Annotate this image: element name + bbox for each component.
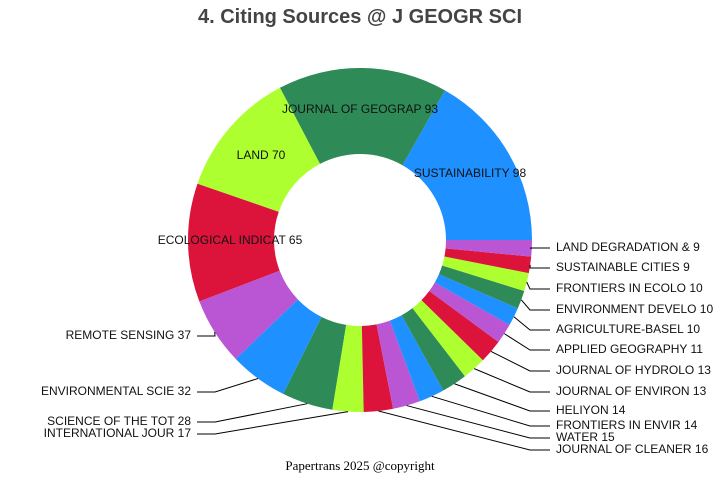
slice-label: ENVIRONMENT DEVELO 10	[556, 302, 713, 316]
slice-label: APPLIED GEOGRAPHY 11	[556, 342, 703, 356]
leader-line	[526, 281, 550, 290]
slice-label: FRONTIERS IN ECOLO 10	[556, 281, 703, 295]
leader-line	[454, 383, 550, 412]
donut-slice	[444, 248, 532, 274]
leader-line	[529, 264, 550, 269]
slice-label: WATER 15	[556, 430, 615, 444]
slice-label: JOURNAL OF HYDROLO 13	[556, 363, 711, 377]
donut-slice	[279, 67, 445, 166]
slice-label: ECOLOGICAL INDICAT 65	[158, 233, 303, 247]
leader-line	[490, 350, 550, 372]
donut-slice	[197, 87, 320, 212]
copyright-footer: Papertrans 2025 @copyright	[285, 458, 435, 473]
donut-slice	[438, 265, 525, 309]
slice-label: JOURNAL OF GEOGRAP 93	[282, 102, 438, 116]
slice-label: AGRICULTURE-BASEL 10	[556, 322, 700, 336]
slice-label: SCIENCE OF THE TOT 28	[47, 414, 191, 428]
leader-line	[197, 378, 259, 393]
slice-label: JOURNAL OF ENVIRON 13	[556, 384, 707, 398]
slice-label: LAND 70	[237, 148, 286, 162]
slice-label: REMOTE SENSING 37	[66, 328, 192, 342]
slice-label: ENVIRONMENTAL SCIE 32	[41, 384, 191, 398]
slice-label: JOURNAL OF CLEANER 16	[556, 442, 709, 456]
donut-slice	[434, 274, 518, 325]
donut-slice	[361, 324, 394, 412]
leader-line	[504, 333, 550, 351]
donut-slice	[283, 316, 347, 410]
slice-label: FRONTIERS IN ENVIR 14	[556, 418, 698, 432]
donut-slice	[401, 308, 465, 391]
leader-line	[197, 411, 349, 435]
slice-label: SUSTAINABLE CITIES 9	[556, 260, 690, 274]
chart-title: 4. Citing Sources @ J GEOGR SCI	[197, 6, 522, 28]
donut-slice	[442, 256, 529, 292]
leader-line	[431, 395, 550, 427]
slice-label: INTERNATIONAL JOUR 17	[44, 426, 192, 440]
donut-slice	[188, 183, 280, 302]
donut-slice	[445, 240, 532, 257]
donut-slice	[332, 324, 364, 412]
donut-slice	[412, 300, 483, 377]
leader-line	[406, 405, 550, 439]
donut-slice	[376, 320, 420, 409]
donut-slice	[235, 299, 322, 394]
donut-slice	[402, 90, 532, 240]
leader-line	[378, 410, 550, 451]
leader-line	[520, 299, 550, 311]
leader-line	[197, 332, 216, 337]
donut-slice	[429, 282, 510, 342]
leader-line	[197, 403, 308, 423]
leader-line	[513, 316, 550, 331]
slice-label: HELIYON 14	[556, 403, 626, 417]
donut-slice	[421, 290, 499, 361]
slice-label: LAND DEGRADATION & 9	[556, 240, 700, 254]
donut-slice	[199, 270, 298, 359]
leader-line	[474, 368, 550, 393]
slice-label: SUSTAINABILITY 98	[414, 166, 527, 180]
donut-slice	[389, 315, 444, 402]
